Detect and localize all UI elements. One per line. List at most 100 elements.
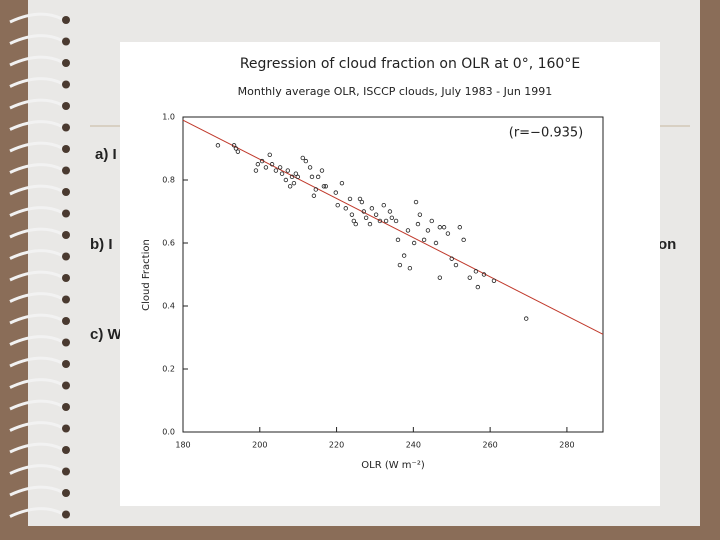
- point: [235, 149, 241, 154]
- ring: [9, 184, 63, 196]
- ring-hole: [62, 80, 70, 89]
- x-tick-label: 220: [329, 441, 344, 450]
- ring-hole: [62, 59, 70, 67]
- point: [491, 278, 497, 283]
- ring-hole: [62, 231, 70, 239]
- ring-hole: [62, 489, 70, 497]
- ring-hole: [62, 274, 70, 282]
- point: [363, 215, 369, 220]
- point: [293, 171, 299, 176]
- ring-hole: [62, 37, 70, 46]
- point: [285, 168, 291, 173]
- ring-hole: [62, 467, 70, 476]
- ring: [9, 464, 63, 475]
- point: [343, 206, 348, 211]
- point: [273, 168, 279, 173]
- point: [445, 231, 451, 236]
- point: [387, 209, 393, 214]
- x-tick-label: 180: [175, 441, 190, 450]
- point: [369, 206, 375, 211]
- ring-hole: [62, 446, 70, 454]
- ring: [9, 34, 63, 45]
- point: [283, 177, 289, 183]
- y-tick-label: 0.4: [162, 302, 175, 311]
- point: [411, 240, 417, 246]
- chart-subtitle: Monthly average OLR, ISCCP clouds, July …: [238, 85, 553, 98]
- item-b-end: on: [658, 236, 676, 253]
- point: [267, 152, 272, 157]
- ring: [9, 292, 63, 303]
- point: [441, 225, 447, 230]
- ring: [9, 55, 63, 67]
- x-tick-label: 280: [559, 441, 574, 450]
- point: [323, 184, 329, 189]
- ring-hole: [62, 102, 70, 110]
- point: [461, 237, 466, 243]
- binder-rings: [9, 12, 70, 519]
- x-tick-label: 240: [406, 441, 421, 450]
- point: [407, 266, 413, 271]
- point: [347, 196, 353, 202]
- point: [307, 165, 313, 170]
- ring: [9, 270, 63, 282]
- point: [287, 184, 293, 189]
- point: [231, 143, 237, 148]
- ring-hole: [62, 145, 70, 153]
- ring: [9, 141, 63, 153]
- ring: [9, 77, 63, 88]
- annotation: (r=−0.935): [509, 126, 584, 141]
- y-axis-label: Cloud Fraction: [141, 239, 152, 311]
- point: [233, 146, 239, 151]
- ring: [9, 163, 63, 174]
- point: [453, 262, 459, 268]
- point: [253, 168, 259, 173]
- point: [291, 180, 297, 186]
- point: [429, 218, 434, 224]
- ring: [9, 12, 63, 24]
- item-c: c) W: [90, 326, 123, 343]
- ring-hole: [62, 295, 70, 304]
- point: [359, 199, 365, 205]
- point: [413, 199, 419, 205]
- y-tick-label: 0.8: [162, 176, 175, 185]
- ring-hole: [62, 403, 70, 411]
- ring: [9, 507, 63, 518]
- regression-line: [182, 119, 604, 335]
- item-b: b) I: [90, 236, 113, 253]
- ring: [9, 313, 63, 325]
- point: [215, 143, 221, 148]
- point: [481, 272, 487, 277]
- point: [449, 256, 454, 261]
- point: [475, 284, 481, 290]
- point: [321, 184, 327, 189]
- point: [289, 174, 295, 180]
- point: [309, 174, 315, 180]
- point: [259, 158, 265, 164]
- point: [401, 253, 407, 258]
- ring-hole: [62, 338, 70, 347]
- point: [524, 316, 529, 321]
- point: [263, 165, 269, 170]
- ring-hole: [62, 166, 70, 175]
- ring-hole: [62, 188, 70, 196]
- y-tick-label: 0.2: [162, 365, 175, 374]
- ring: [9, 120, 63, 131]
- point: [361, 209, 367, 214]
- point: [353, 221, 358, 227]
- point: [351, 218, 357, 224]
- y-tick-label: 1.0: [162, 113, 175, 122]
- ring-hole: [62, 16, 70, 24]
- point: [339, 180, 345, 186]
- ring: [9, 485, 63, 497]
- point: [437, 275, 443, 280]
- point: [335, 202, 340, 208]
- ring-hole: [62, 424, 70, 433]
- point: [473, 269, 479, 274]
- point: [377, 218, 383, 224]
- y-tick-label: 0.0: [162, 428, 175, 437]
- point: [319, 168, 325, 173]
- point: [433, 240, 439, 246]
- point: [349, 212, 355, 217]
- x-tick-label: 200: [252, 441, 267, 450]
- point: [421, 237, 427, 243]
